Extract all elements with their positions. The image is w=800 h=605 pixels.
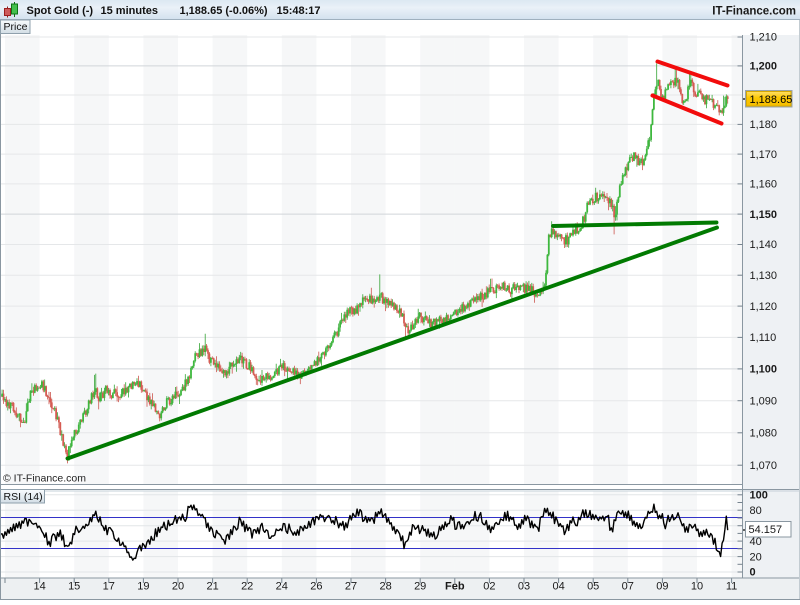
svg-text:1,090: 1,090	[750, 395, 778, 407]
svg-text:15: 15	[68, 581, 80, 593]
svg-text:Feb: Feb	[445, 581, 465, 593]
svg-text:1,080: 1,080	[750, 428, 778, 440]
svg-text:1,170: 1,170	[750, 149, 778, 161]
svg-text:20: 20	[172, 581, 184, 593]
svg-text:27: 27	[345, 581, 357, 593]
svg-text:Price: Price	[4, 21, 28, 33]
svg-text:21: 21	[206, 581, 218, 593]
svg-text:09: 09	[656, 581, 668, 593]
svg-text:100: 100	[750, 490, 768, 502]
svg-text:02: 02	[483, 581, 495, 593]
svg-text:28: 28	[379, 581, 391, 593]
svg-text:24: 24	[276, 581, 288, 593]
svg-text:15 minutes: 15 minutes	[101, 5, 158, 17]
svg-text:0: 0	[750, 567, 756, 579]
svg-text:26: 26	[310, 581, 322, 593]
svg-text:RSI (14): RSI (14)	[4, 491, 43, 503]
svg-text:05: 05	[587, 581, 599, 593]
svg-text:20: 20	[750, 551, 762, 563]
svg-text:1,188.65 (-0.06%): 1,188.65 (-0.06%)	[180, 5, 268, 17]
svg-text:03: 03	[518, 581, 530, 593]
svg-text:04: 04	[552, 581, 564, 593]
svg-text:15:48:17: 15:48:17	[277, 5, 321, 17]
svg-text:1,130: 1,130	[750, 270, 778, 282]
svg-text:07: 07	[622, 581, 634, 593]
svg-text:Spot Gold (-): Spot Gold (-)	[27, 5, 94, 17]
svg-text:1,120: 1,120	[750, 301, 778, 313]
svg-text:1,070: 1,070	[750, 460, 778, 472]
svg-text:80: 80	[750, 505, 762, 517]
svg-text:1,140: 1,140	[750, 239, 778, 251]
svg-text:19: 19	[137, 581, 149, 593]
svg-text:1,188.65: 1,188.65	[750, 94, 793, 106]
svg-text:29: 29	[414, 581, 426, 593]
svg-text:1,110: 1,110	[750, 332, 777, 344]
svg-text:22: 22	[241, 581, 253, 593]
svg-text:© IT-Finance.com: © IT-Finance.com	[3, 473, 86, 485]
svg-text:IT-Finance.com: IT-Finance.com	[712, 6, 796, 18]
svg-text:1,100: 1,100	[750, 364, 778, 376]
svg-text:1,180: 1,180	[750, 119, 778, 131]
svg-text:1,150: 1,150	[750, 209, 778, 221]
svg-text:54.157: 54.157	[749, 524, 783, 536]
svg-text:1,200: 1,200	[750, 61, 778, 73]
svg-text:1,160: 1,160	[750, 179, 778, 191]
svg-text:11: 11	[726, 581, 737, 593]
svg-text:17: 17	[103, 581, 115, 593]
svg-text:1,210: 1,210	[750, 32, 778, 44]
svg-text:10: 10	[691, 581, 703, 593]
svg-text:40: 40	[750, 536, 762, 548]
svg-text:14: 14	[33, 581, 45, 593]
